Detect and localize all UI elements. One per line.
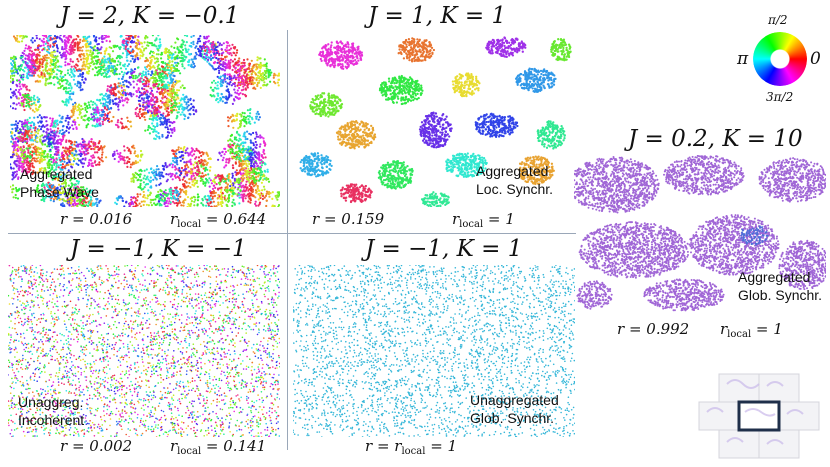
order-parameter-rlocal-1: rlocal = 0.644 bbox=[170, 210, 266, 230]
panel-title-4: J = −1, K = 1 bbox=[365, 236, 522, 262]
state-label-line: Glob. Synchr. bbox=[738, 286, 822, 304]
state-label-line: Glob. Synchr. bbox=[470, 409, 559, 427]
rlocal-symbol: r bbox=[170, 437, 177, 455]
field-phase-wave bbox=[10, 35, 280, 207]
field-global-sync-unaggregated bbox=[293, 265, 575, 437]
vertical-divider bbox=[287, 30, 288, 450]
order-parameter-r-3: r = 0.002 bbox=[60, 437, 132, 455]
panel-title-2: J = 1, K = 1 bbox=[368, 3, 506, 29]
rlocal-symbol: r bbox=[452, 210, 459, 228]
state-label-4: Unaggregated Glob. Synchr. bbox=[470, 391, 559, 427]
rlocal-value: = 1 bbox=[425, 437, 457, 455]
state-label-line: Loc. Synchr. bbox=[476, 180, 553, 198]
field-local-sync bbox=[299, 36, 572, 207]
wheel-label-left: π bbox=[737, 49, 748, 69]
wheel-label-right: 0 bbox=[810, 49, 821, 69]
rlocal-subscript: local bbox=[727, 329, 751, 340]
state-label-line: Aggregated bbox=[738, 268, 822, 286]
order-parameter-r-5: r = 0.992 bbox=[617, 320, 689, 338]
panel-title-3: J = −1, K = −1 bbox=[70, 236, 247, 262]
rlocal-symbol: r bbox=[170, 210, 177, 228]
r-equals: r = r bbox=[365, 437, 401, 455]
state-label-line: Aggregated bbox=[476, 162, 553, 180]
rlocal-symbol: r bbox=[720, 320, 727, 338]
rlocal-value: = 1 bbox=[751, 320, 783, 338]
field-global-sync-aggregated bbox=[574, 155, 826, 312]
rlocal-value: = 1 bbox=[483, 210, 515, 228]
wheel-label-top: π/2 bbox=[768, 13, 788, 27]
state-label-line: Phase Wave bbox=[20, 183, 99, 201]
phase-color-wheel-icon bbox=[753, 32, 807, 86]
horizontal-divider bbox=[8, 233, 576, 234]
state-label-line: Unaggreg. bbox=[18, 393, 84, 411]
state-label-1: Aggregated Phase Wave bbox=[20, 165, 99, 201]
rlocal-subscript: local bbox=[459, 219, 483, 230]
panel-title-5: J = 0.2, K = 10 bbox=[628, 126, 803, 152]
order-parameter-rlocal-3: rlocal = 0.141 bbox=[170, 437, 266, 457]
rlocal-subscript: local bbox=[401, 446, 425, 457]
field-incoherent bbox=[8, 265, 280, 437]
order-parameter-r-1: r = 0.016 bbox=[60, 210, 132, 228]
panel-title-1: J = 2, K = −0.1 bbox=[60, 3, 239, 29]
state-label-3: Unaggreg. Incoherent bbox=[18, 393, 84, 429]
rlocal-subscript: local bbox=[177, 446, 201, 457]
order-parameter-rlocal-5: rlocal = 1 bbox=[720, 320, 783, 340]
state-label-line: Unaggregated bbox=[470, 391, 559, 409]
order-parameter-rlocal-2: rlocal = 1 bbox=[452, 210, 515, 230]
order-parameter-r-2: r = 0.159 bbox=[312, 210, 384, 228]
rlocal-value: = 0.644 bbox=[201, 210, 266, 228]
state-label-2: Aggregated Loc. Synchr. bbox=[476, 162, 553, 198]
wheel-label-bottom: 3π/2 bbox=[766, 90, 793, 104]
rlocal-subscript: local bbox=[177, 219, 201, 230]
periodic-tiling-icon bbox=[698, 373, 820, 459]
rlocal-value: = 0.141 bbox=[201, 437, 266, 455]
order-parameter-r-4: r = rlocal = 1 bbox=[365, 437, 457, 457]
state-label-line: Incoherent bbox=[18, 411, 84, 429]
state-label-5: Aggregated Glob. Synchr. bbox=[738, 268, 822, 304]
state-label-line: Aggregated bbox=[20, 165, 99, 183]
